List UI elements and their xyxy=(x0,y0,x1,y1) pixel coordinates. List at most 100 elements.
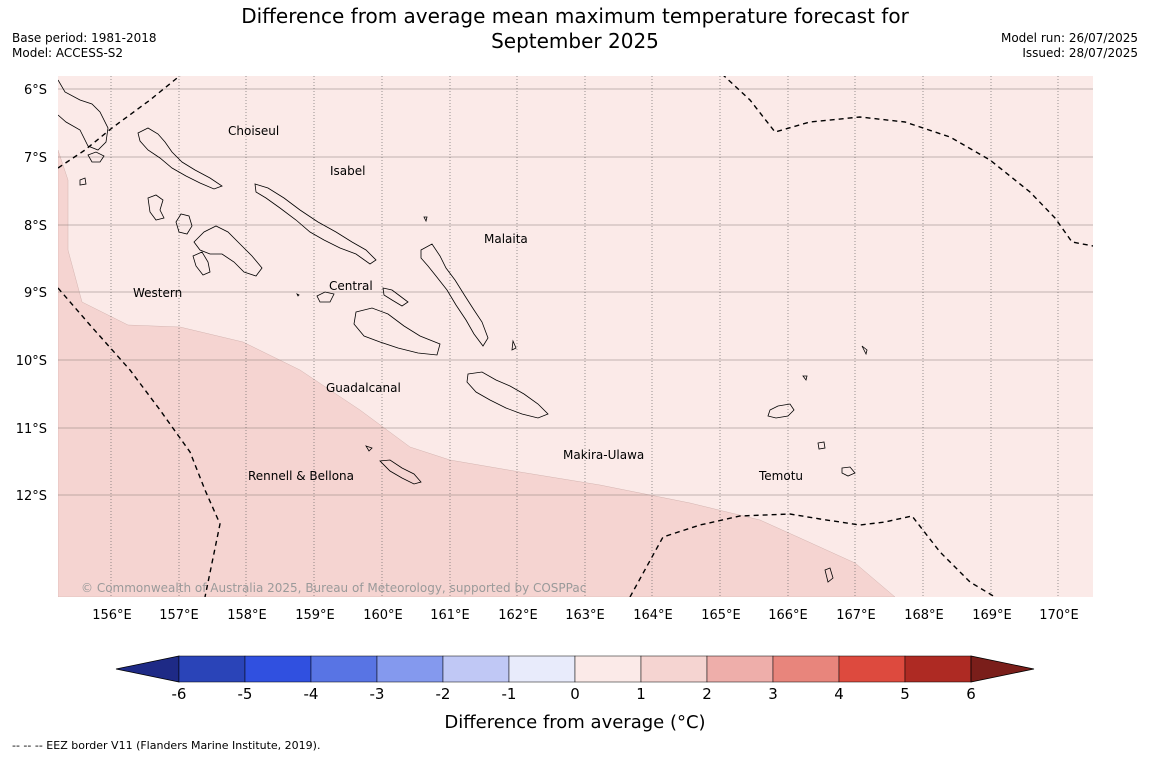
colorbar-tick: 2 xyxy=(702,685,712,703)
title-line-2: September 2025 xyxy=(491,29,659,53)
colorbar-tick: 1 xyxy=(636,685,646,703)
island-reef xyxy=(861,345,868,356)
island-bellona xyxy=(365,445,373,452)
island-kolombangara xyxy=(175,213,193,235)
lon-label: 161°E xyxy=(430,608,470,623)
region-label-isabel: Isabel xyxy=(330,164,365,178)
island-shortland xyxy=(87,151,105,163)
colorbar-segment xyxy=(376,655,444,683)
colorbar-segment xyxy=(442,655,510,683)
colorbar-tick: -6 xyxy=(172,685,187,703)
lat-gridlines xyxy=(58,88,1093,496)
colorbar-tick-labels: -6 -5 -4 -3 -2 -1 0 1 2 3 4 5 6 xyxy=(172,685,976,703)
island-outlines xyxy=(58,79,868,583)
colorbar-segment xyxy=(838,655,906,683)
colorbar-tick: 5 xyxy=(900,685,910,703)
island-small-3 xyxy=(79,177,87,186)
region-label-choiseul: Choiseul xyxy=(228,124,279,138)
colorbar-extend-high xyxy=(970,655,1035,683)
region-label-rennell-bellona: Rennell & Bellona xyxy=(248,469,354,483)
island-russell xyxy=(382,287,409,307)
island-ulawa xyxy=(511,339,517,351)
region-label-malaita: Malaita xyxy=(484,232,528,246)
island-malaita xyxy=(420,243,489,347)
colorbar-tick: 3 xyxy=(768,685,778,703)
lat-label: 10°S xyxy=(16,354,47,369)
lat-label: 8°S xyxy=(24,219,47,234)
colorbar-tick: 4 xyxy=(834,685,844,703)
lon-label: 164°E xyxy=(633,608,673,623)
region-labels: Choiseul Isabel Malaita Western Central … xyxy=(133,124,803,483)
lon-label: 167°E xyxy=(836,608,876,623)
lon-label: 169°E xyxy=(972,608,1012,623)
lon-label: 166°E xyxy=(768,608,808,623)
lon-label: 158°E xyxy=(227,608,267,623)
island-vella xyxy=(147,194,165,221)
colorbar xyxy=(115,655,1035,683)
lat-label: 9°S xyxy=(24,286,47,301)
colorbar-tick: 6 xyxy=(966,685,976,703)
lon-label: 156°E xyxy=(92,608,132,623)
lat-labels: 6°S 7°S 8°S 9°S 10°S 11°S 12°S xyxy=(16,83,47,504)
colorbar-segment xyxy=(574,655,642,683)
colorbar-tick: -3 xyxy=(370,685,385,703)
colorbar-segment xyxy=(706,655,774,683)
lon-label: 168°E xyxy=(904,608,944,623)
island-guadalcanal xyxy=(353,307,441,356)
lon-label: 160°E xyxy=(363,608,403,623)
island-tikopia xyxy=(824,567,834,583)
island-rennell xyxy=(379,459,422,485)
island-rendova xyxy=(192,251,211,276)
colorbar-tick: 0 xyxy=(570,685,580,703)
lon-label: 165°E xyxy=(701,608,741,623)
lon-label: 157°E xyxy=(159,608,199,623)
lat-label: 12°S xyxy=(16,489,47,504)
island-makira xyxy=(466,371,549,419)
issued-date: Issued: 28/07/2025 xyxy=(1022,46,1138,60)
lon-label: 163°E xyxy=(565,608,605,623)
island-utupua xyxy=(817,441,826,450)
lat-label: 7°S xyxy=(24,151,47,166)
colorbar-tick: -4 xyxy=(304,685,319,703)
meta-left: Base period: 1981-2018 Model: ACCESS-S2 xyxy=(12,31,157,61)
lon-label: 162°E xyxy=(498,608,538,623)
lon-label: 159°E xyxy=(295,608,335,623)
island-duff xyxy=(802,375,808,381)
meta-right: Model run: 26/07/2025 Issued: 28/07/2025 xyxy=(1001,31,1138,61)
colorbar-tick: -5 xyxy=(238,685,253,703)
colorbar-segment xyxy=(310,655,378,683)
colorbar-segment xyxy=(904,655,972,683)
lat-label: 11°S xyxy=(16,422,47,437)
colorbar-segment xyxy=(640,655,708,683)
island-vanikoro xyxy=(841,466,856,477)
eez-legend-note: -- -- -- EEZ border V11 (Flanders Marine… xyxy=(12,739,321,752)
model-name: Model: ACCESS-S2 xyxy=(12,46,124,60)
colorbar-label: Difference from average (°C) xyxy=(444,712,705,733)
region-label-temotu: Temotu xyxy=(758,469,803,483)
island-choiseul xyxy=(137,127,223,190)
island-small-1 xyxy=(423,216,428,223)
title-line-1: Difference from average mean maximum tem… xyxy=(241,4,909,28)
eez-borders xyxy=(58,76,1093,597)
colorbar-tick: -1 xyxy=(502,685,517,703)
colorbar-segment xyxy=(772,655,840,683)
colorbar-segment xyxy=(178,655,246,683)
anomaly-band-1-2 xyxy=(58,149,896,597)
lon-label: 170°E xyxy=(1039,608,1079,623)
island-new-georgia xyxy=(193,225,263,277)
island-ndeni xyxy=(767,403,795,419)
region-label-central: Central xyxy=(329,279,373,293)
colorbar-segment xyxy=(508,655,576,683)
island-small-2 xyxy=(296,293,300,297)
colorbar-segment xyxy=(244,655,312,683)
lon-labels: 156°E 157°E 158°E 159°E 160°E 161°E 162°… xyxy=(92,608,1079,623)
region-label-western: Western xyxy=(133,286,182,300)
island-isabel xyxy=(254,183,377,265)
copyright-text: © Commonwealth of Australia 2025, Bureau… xyxy=(81,581,586,595)
colorbar-tick: -2 xyxy=(436,685,451,703)
base-period: Base period: 1981-2018 xyxy=(12,31,157,45)
model-run: Model run: 26/07/2025 xyxy=(1000,31,1138,45)
island-bougainville xyxy=(58,79,109,151)
lat-label: 6°S xyxy=(24,83,47,98)
